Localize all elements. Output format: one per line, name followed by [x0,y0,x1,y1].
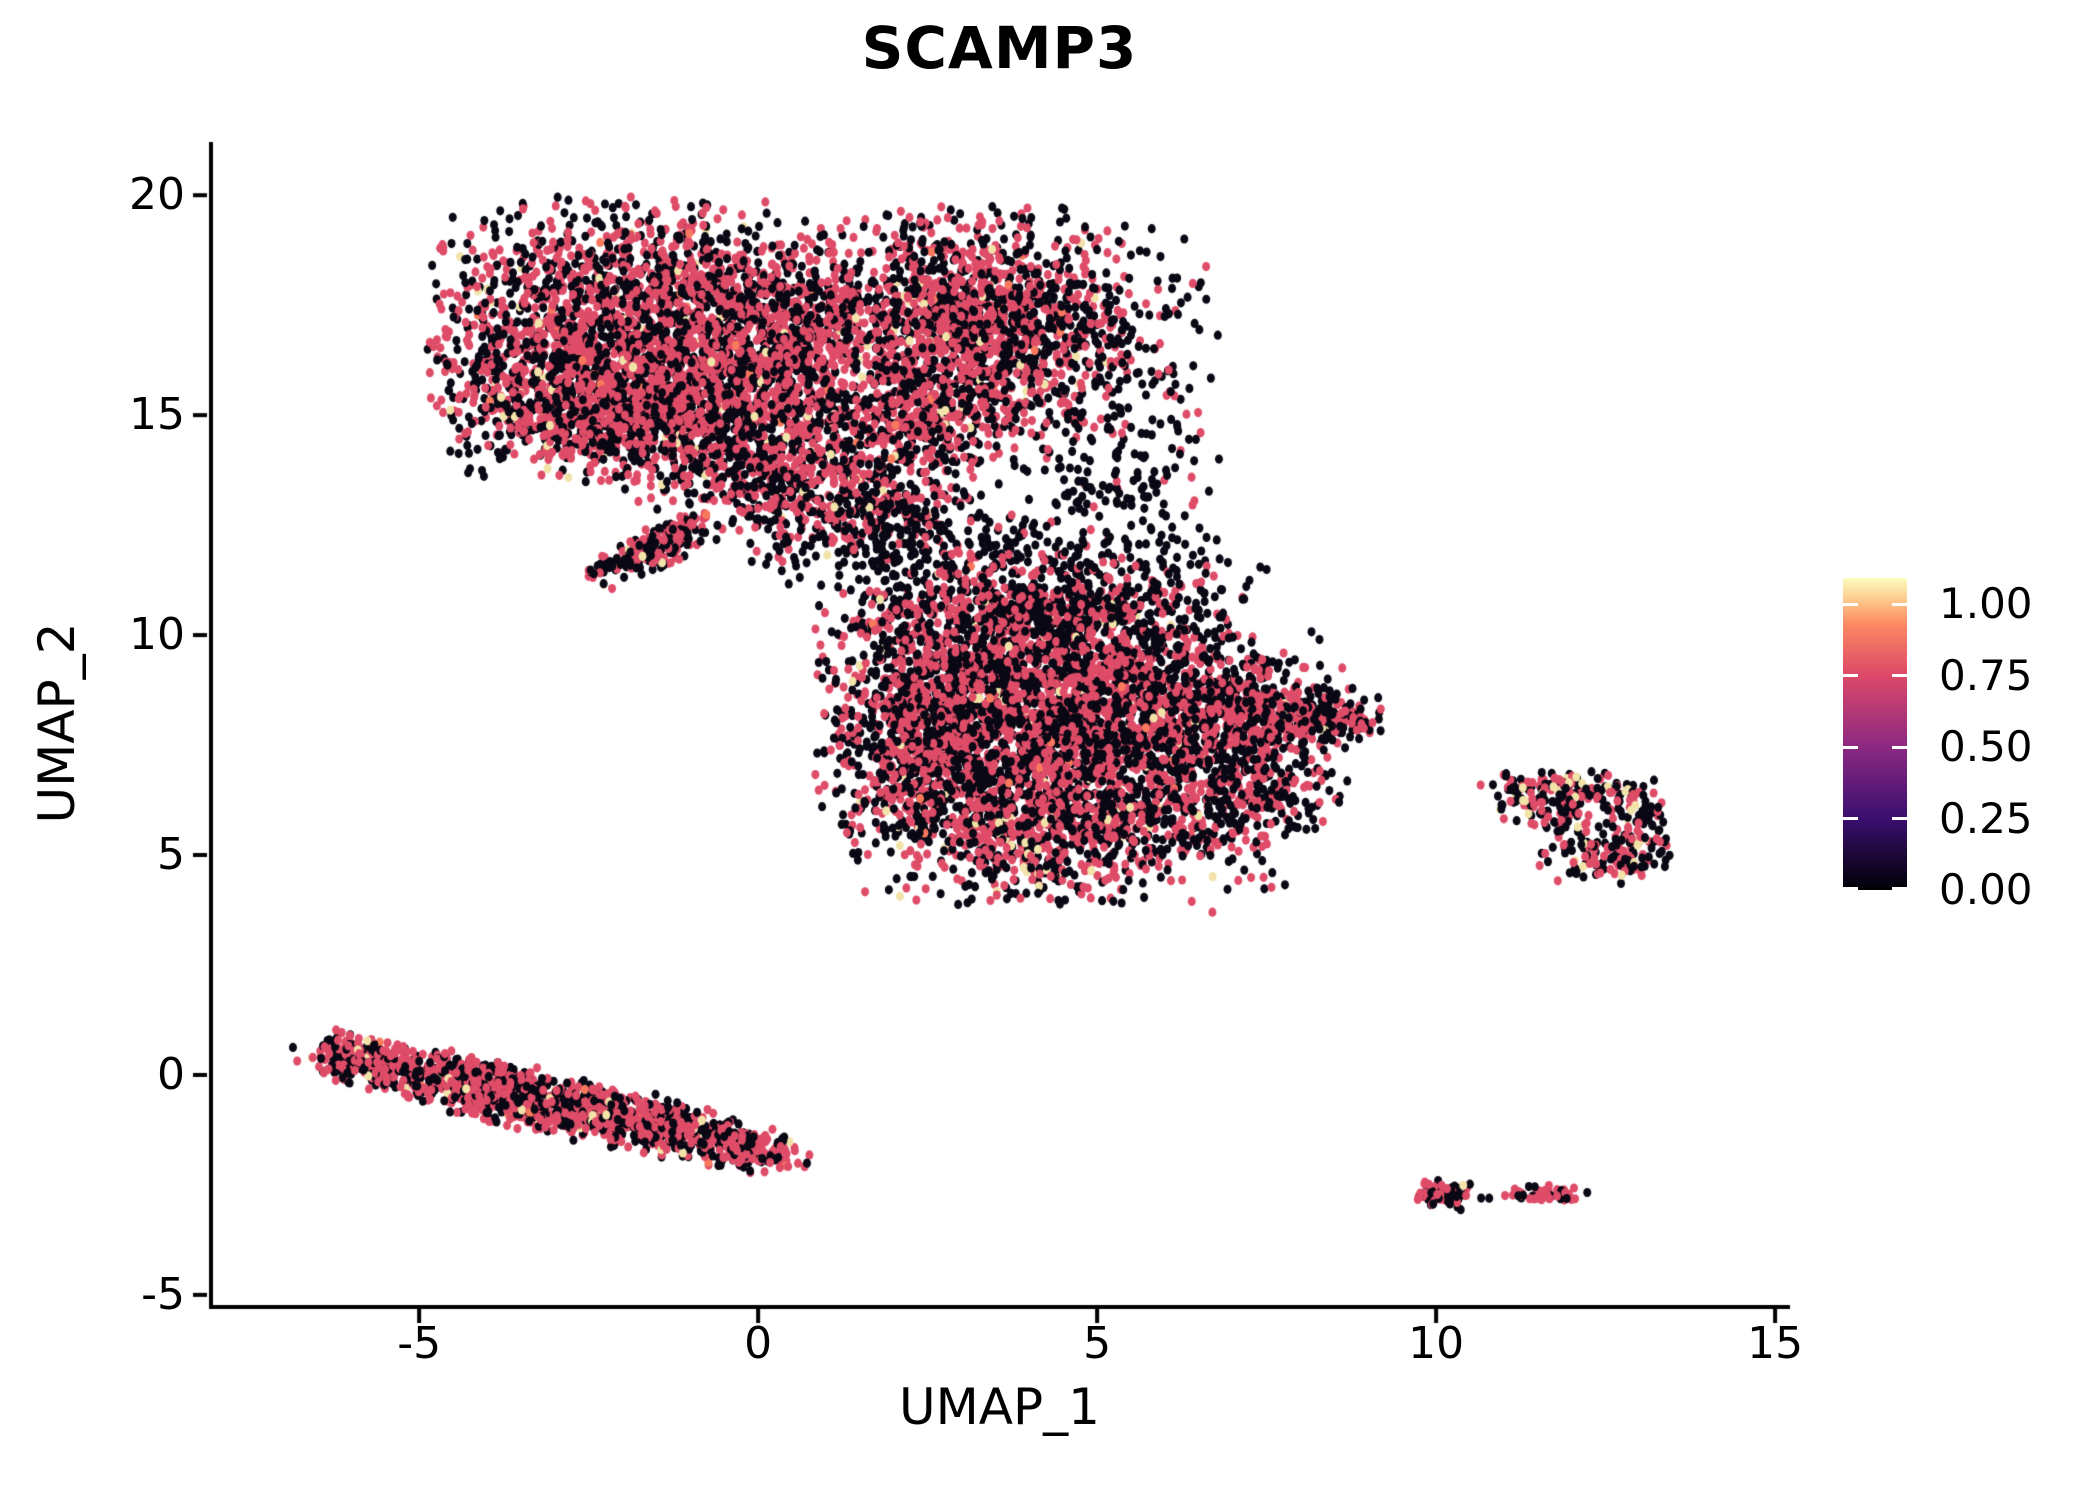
colorbar-tick-mark [1892,887,1907,890]
colorbar-tick-mark [1843,602,1858,606]
colorbar-label-0.00: 0.00 [1939,865,2033,914]
colorbar-label-0.50: 0.50 [1939,722,2033,772]
colorbar-tick-mark [1892,745,1907,749]
colorbar-tick-mark [1892,602,1907,606]
colorbar-tick-mark [1892,817,1907,821]
colorbar-tick-mark [1843,745,1858,749]
x-tick-label-5: 5 [1083,1318,1112,1369]
x-tick-label--5: -5 [397,1318,442,1369]
y-tick-label-20: 20 [129,169,185,221]
plot-title: SCAMP3 [861,14,1138,82]
y-tick-label--5: -5 [141,1268,185,1320]
expression-colorbar [1843,578,1907,890]
colorbar-label-0.75: 0.75 [1939,650,2033,700]
colorbar-label-1.00: 1.00 [1939,579,2033,629]
x-axis-title: UMAP_1 [899,1378,1100,1436]
y-axis-title: UMAP_2 [28,622,86,824]
x-tick-label-10: 10 [1408,1318,1465,1369]
colorbar-tick-mark [1843,817,1858,821]
x-tick-label-0: 0 [744,1318,773,1369]
colorbar-tick-mark [1843,887,1858,890]
colorbar-tick-mark [1843,674,1858,678]
y-tick-label-5: 5 [157,829,185,881]
y-tick-label-10: 10 [129,609,185,661]
y-tick-label-0: 0 [157,1048,185,1100]
y-tick-label-15: 15 [129,389,185,441]
colorbar-tick-mark [1892,674,1907,678]
colorbar-label-0.25: 0.25 [1939,793,2033,843]
x-tick-label-15: 15 [1747,1318,1804,1369]
